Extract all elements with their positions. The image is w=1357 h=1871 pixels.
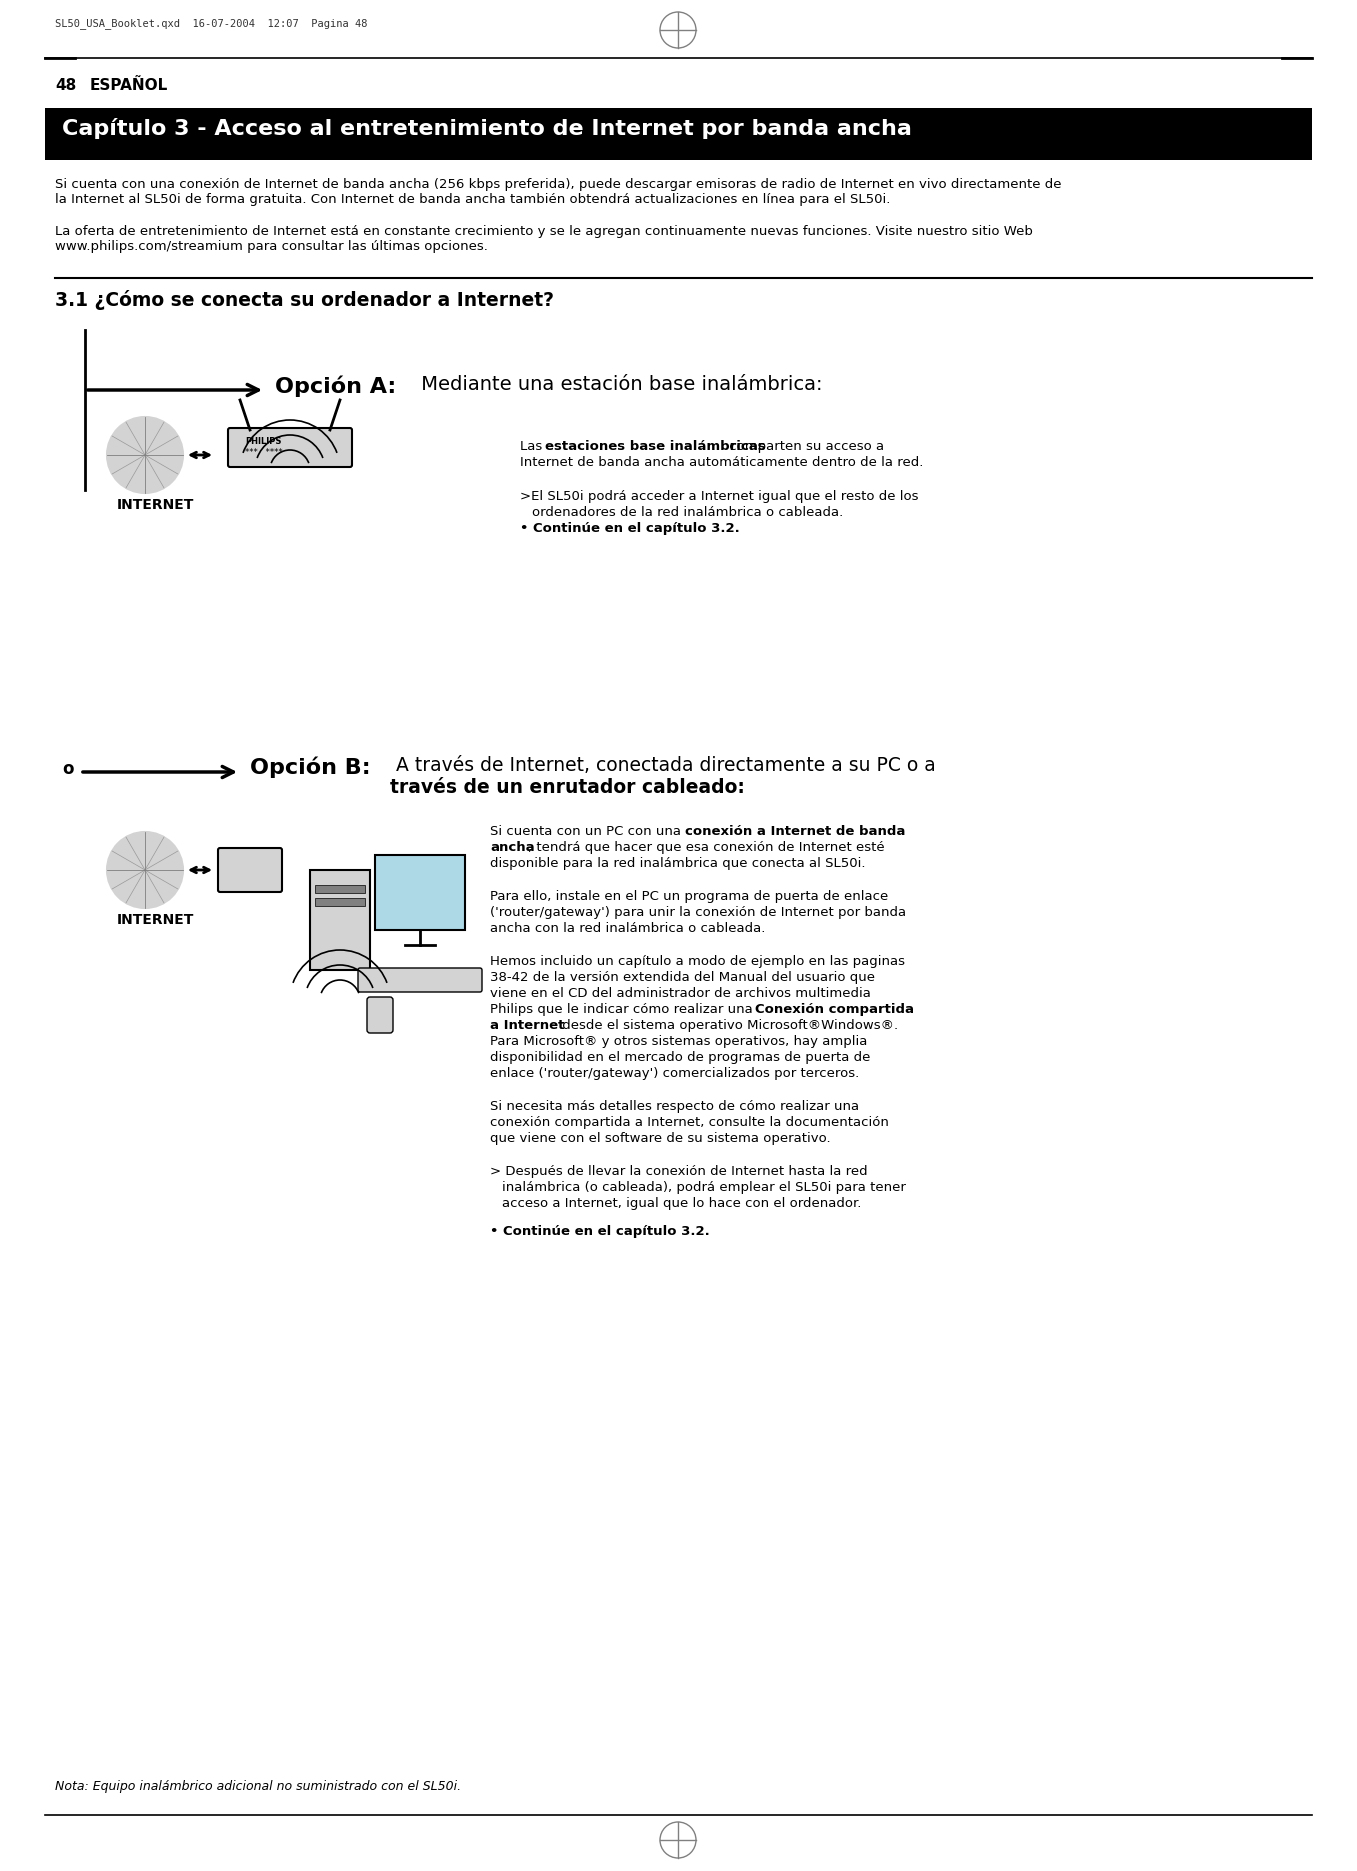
Text: Mediante una estación base inalámbrica:: Mediante una estación base inalámbrica: bbox=[415, 374, 822, 395]
Text: viene en el CD del administrador de archivos multimedia: viene en el CD del administrador de arch… bbox=[490, 988, 871, 999]
FancyBboxPatch shape bbox=[218, 848, 282, 892]
Text: La oferta de entretenimiento de Internet está en constante crecimiento y se le a: La oferta de entretenimiento de Internet… bbox=[56, 225, 1033, 253]
Text: a Internet: a Internet bbox=[490, 1020, 565, 1033]
Text: través de un enrutador cableado:: través de un enrutador cableado: bbox=[389, 778, 745, 797]
Text: PHILIPS: PHILIPS bbox=[246, 438, 281, 445]
FancyBboxPatch shape bbox=[315, 898, 365, 906]
Text: ('router/gateway') para unir la conexión de Internet por banda: ('router/gateway') para unir la conexión… bbox=[490, 906, 906, 919]
Text: 3.1 ¿Cómo se conecta su ordenador a Internet?: 3.1 ¿Cómo se conecta su ordenador a Inte… bbox=[56, 290, 554, 311]
FancyBboxPatch shape bbox=[315, 885, 365, 892]
Text: Para Microsoft® y otros sistemas operativos, hay amplia: Para Microsoft® y otros sistemas operati… bbox=[490, 1035, 867, 1048]
Text: Capítulo 3 - Acceso al entretenimiento de Internet por banda ancha: Capítulo 3 - Acceso al entretenimiento d… bbox=[62, 118, 912, 138]
Text: Nota: Equipo inalámbrico adicional no suministrado con el SL50i.: Nota: Equipo inalámbrico adicional no su… bbox=[56, 1779, 461, 1792]
Text: Internet de banda ancha automáticamente dentro de la red.: Internet de banda ancha automáticamente … bbox=[520, 457, 923, 470]
Text: disponible para la red inalámbrica que conecta al SL50i.: disponible para la red inalámbrica que c… bbox=[490, 857, 866, 870]
Text: Si cuenta con una conexión de Internet de banda ancha (256 kbps preferida), pued: Si cuenta con una conexión de Internet d… bbox=[56, 178, 1061, 206]
Text: ancha con la red inalámbrica o cableada.: ancha con la red inalámbrica o cableada. bbox=[490, 922, 765, 936]
Text: disponibilidad en el mercado de programas de puerta de: disponibilidad en el mercado de programa… bbox=[490, 1052, 870, 1065]
Text: Para ello, instale en el PC un programa de puerta de enlace: Para ello, instale en el PC un programa … bbox=[490, 891, 889, 904]
Text: Conexión compartida: Conexión compartida bbox=[754, 1003, 915, 1016]
Text: INTERNET: INTERNET bbox=[117, 913, 194, 926]
Text: o: o bbox=[62, 760, 73, 778]
Text: > Después de llevar la conexión de Internet hasta la red: > Después de llevar la conexión de Inter… bbox=[490, 1166, 867, 1179]
Text: Las: Las bbox=[520, 440, 547, 453]
Text: conexión a Internet de banda: conexión a Internet de banda bbox=[685, 825, 905, 838]
FancyBboxPatch shape bbox=[309, 870, 370, 969]
FancyBboxPatch shape bbox=[228, 428, 351, 468]
Text: 38-42 de la versión extendida del Manual del usuario que: 38-42 de la versión extendida del Manual… bbox=[490, 971, 875, 984]
Text: , tendrá que hacer que esa conexión de Internet esté: , tendrá que hacer que esa conexión de I… bbox=[528, 840, 885, 853]
Text: ESPAÑOL: ESPAÑOL bbox=[90, 79, 168, 94]
Text: estaciones base inalámbricas: estaciones base inalámbricas bbox=[546, 440, 765, 453]
Text: enlace ('router/gateway') comercializados por terceros.: enlace ('router/gateway') comercializado… bbox=[490, 1066, 859, 1080]
Text: INTERNET: INTERNET bbox=[117, 498, 194, 513]
Text: ancha: ancha bbox=[490, 840, 535, 853]
FancyBboxPatch shape bbox=[45, 109, 1312, 161]
Text: A través de Internet, conectada directamente a su PC o a: A través de Internet, conectada directam… bbox=[389, 756, 936, 775]
FancyBboxPatch shape bbox=[375, 855, 465, 930]
Text: Si cuenta con un PC con una: Si cuenta con un PC con una bbox=[490, 825, 685, 838]
Circle shape bbox=[107, 417, 183, 492]
Text: • Continúe en el capítulo 3.2.: • Continúe en el capítulo 3.2. bbox=[520, 522, 740, 535]
Text: SL50_USA_Booklet.qxd  16-07-2004  12:07  Pagina 48: SL50_USA_Booklet.qxd 16-07-2004 12:07 Pa… bbox=[56, 19, 368, 28]
Text: inalámbrica (o cableada), podrá emplear el SL50i para tener: inalámbrica (o cableada), podrá emplear … bbox=[502, 1181, 906, 1194]
Text: ***   ****: *** **** bbox=[246, 447, 282, 457]
Text: que viene con el software de su sistema operativo.: que viene con el software de su sistema … bbox=[490, 1132, 830, 1145]
Text: 48: 48 bbox=[56, 79, 76, 94]
Text: • Continúe en el capítulo 3.2.: • Continúe en el capítulo 3.2. bbox=[490, 1226, 710, 1239]
Text: Philips que le indicar cómo realizar una: Philips que le indicar cómo realizar una bbox=[490, 1003, 757, 1016]
Text: comparten su acceso a: comparten su acceso a bbox=[725, 440, 885, 453]
Text: Hemos incluido un capítulo a modo de ejemplo en las paginas: Hemos incluido un capítulo a modo de eje… bbox=[490, 954, 905, 967]
Text: >El SL50i podrá acceder a Internet igual que el resto de los: >El SL50i podrá acceder a Internet igual… bbox=[520, 490, 919, 503]
Text: desde el sistema operativo Microsoft®Windows®.: desde el sistema operativo Microsoft®Win… bbox=[558, 1020, 898, 1033]
Text: acceso a Internet, igual que lo hace con el ordenador.: acceso a Internet, igual que lo hace con… bbox=[502, 1197, 862, 1211]
Text: Si necesita más detalles respecto de cómo realizar una: Si necesita más detalles respecto de cóm… bbox=[490, 1100, 859, 1113]
Circle shape bbox=[107, 833, 183, 907]
FancyBboxPatch shape bbox=[358, 967, 482, 992]
Text: conexión compartida a Internet, consulte la documentación: conexión compartida a Internet, consulte… bbox=[490, 1115, 889, 1128]
FancyBboxPatch shape bbox=[366, 997, 394, 1033]
Text: ordenadores de la red inalámbrica o cableada.: ordenadores de la red inalámbrica o cabl… bbox=[532, 505, 843, 518]
Text: Opción B:: Opción B: bbox=[250, 756, 370, 778]
Text: Opción A:: Opción A: bbox=[275, 374, 396, 397]
